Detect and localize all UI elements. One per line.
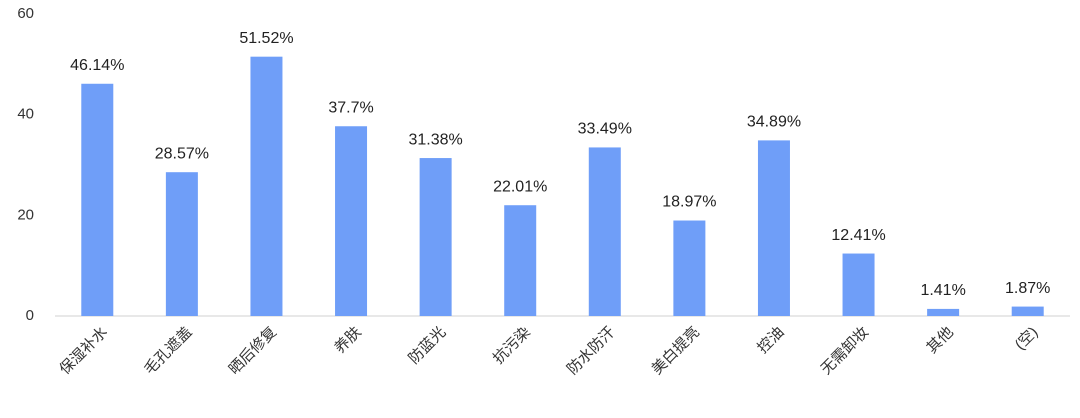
value-label: 46.14% <box>70 57 124 74</box>
bar <box>588 147 621 316</box>
bar <box>757 140 790 316</box>
bar <box>335 126 368 316</box>
x-tick-label: 养肤 <box>331 324 364 357</box>
x-tick-label: 控油 <box>754 324 787 357</box>
y-tick-label: 20 <box>17 206 34 223</box>
bar <box>842 253 875 316</box>
value-label: 12.41% <box>831 227 885 244</box>
y-tick-label: 60 <box>17 5 34 22</box>
bar <box>250 56 283 316</box>
bar <box>81 83 114 317</box>
x-tick-label: (空) <box>1012 324 1042 354</box>
bar <box>673 220 706 316</box>
x-tick-label: 防蓝光 <box>405 324 449 368</box>
x-tick-label: 抗污染 <box>490 324 534 368</box>
x-tick-label: 其他 <box>924 324 957 357</box>
value-label: 1.41% <box>920 282 965 299</box>
bar <box>1011 306 1044 316</box>
value-label: 22.01% <box>493 178 547 195</box>
x-tick-label: 防水防汗 <box>564 324 618 378</box>
bar <box>504 205 537 316</box>
x-tick-label: 毛孔遮盖 <box>141 324 195 378</box>
value-label: 34.89% <box>747 114 801 131</box>
value-label: 37.7% <box>328 99 373 116</box>
value-label: 18.97% <box>662 194 716 211</box>
value-label: 28.57% <box>155 145 209 162</box>
value-label: 1.87% <box>1005 280 1050 297</box>
x-tick-label: 晒后修复 <box>225 323 280 378</box>
value-label: 33.49% <box>578 121 632 138</box>
bar <box>165 172 198 316</box>
bar <box>927 308 960 316</box>
x-tick-label: 美白提亮 <box>649 324 703 378</box>
y-tick-label: 40 <box>17 106 34 123</box>
y-tick-label: 0 <box>26 307 34 324</box>
x-tick-label: 无需卸妆 <box>818 324 872 378</box>
value-label: 31.38% <box>408 131 462 148</box>
value-label: 51.52% <box>239 30 293 47</box>
x-tick-label: 保湿补水 <box>56 324 110 378</box>
bar <box>419 158 452 316</box>
